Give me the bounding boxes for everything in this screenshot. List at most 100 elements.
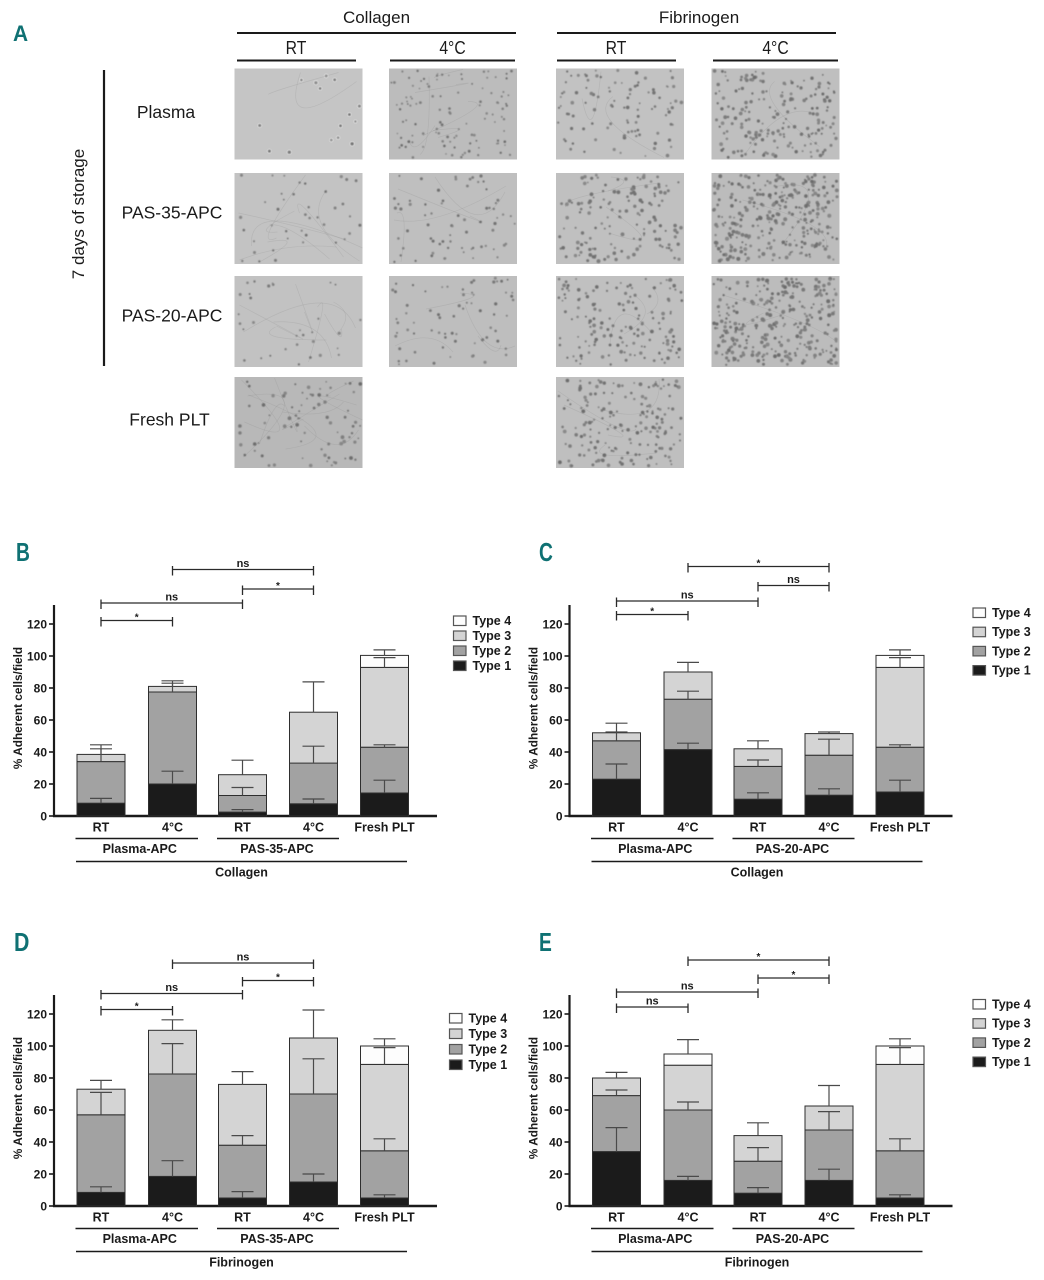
svg-text:Fresh PLT: Fresh PLT (354, 1211, 415, 1225)
svg-text:Fresh PLT: Fresh PLT (870, 1211, 931, 1225)
svg-text:*: * (276, 581, 280, 592)
svg-text:40: 40 (549, 746, 563, 760)
svg-text:*: * (757, 952, 761, 963)
svg-text:A: A (13, 22, 28, 47)
svg-text:RT: RT (93, 1211, 110, 1225)
svg-text:Collagen: Collagen (731, 866, 784, 880)
svg-text:40: 40 (549, 1136, 563, 1150)
svg-text:100: 100 (542, 650, 562, 664)
svg-text:Collagen: Collagen (215, 866, 268, 880)
svg-text:ns: ns (165, 592, 178, 604)
svg-text:0: 0 (40, 1200, 47, 1214)
svg-text:Type 3: Type 3 (992, 625, 1031, 639)
svg-text:4°C: 4°C (162, 821, 183, 835)
svg-text:ns: ns (681, 981, 694, 993)
svg-text:4°C: 4°C (303, 1211, 324, 1225)
svg-text:Type 3: Type 3 (992, 1017, 1031, 1031)
svg-text:60: 60 (549, 1104, 563, 1118)
svg-text:Type 2: Type 2 (992, 644, 1031, 658)
svg-text:*: * (650, 607, 654, 618)
svg-text:Type 1: Type 1 (469, 1058, 508, 1072)
svg-text:100: 100 (27, 650, 47, 664)
svg-text:60: 60 (34, 1104, 48, 1118)
svg-text:RT: RT (234, 1211, 251, 1225)
svg-text:Type 3: Type 3 (469, 1027, 508, 1041)
svg-text:PAS-20-APC: PAS-20-APC (756, 1232, 829, 1246)
svg-text:Fibrinogen: Fibrinogen (725, 1256, 790, 1270)
svg-text:Type 2: Type 2 (469, 1043, 508, 1057)
svg-text:*: * (135, 613, 139, 624)
svg-text:Plasma-APC: Plasma-APC (618, 842, 692, 856)
svg-text:100: 100 (542, 1040, 562, 1054)
svg-text:80: 80 (549, 682, 563, 696)
svg-text:ns: ns (787, 574, 800, 586)
svg-text:RT: RT (750, 821, 767, 835)
svg-text:Fibrinogen: Fibrinogen (659, 8, 739, 27)
svg-text:C: C (539, 537, 553, 567)
svg-text:120: 120 (542, 1008, 562, 1022)
svg-text:20: 20 (549, 1168, 563, 1182)
svg-text:120: 120 (542, 618, 562, 632)
svg-text:Collagen: Collagen (343, 8, 410, 27)
svg-text:Fibrinogen: Fibrinogen (209, 1256, 274, 1270)
svg-text:% Adherent cells/field: % Adherent cells/field (527, 647, 541, 769)
svg-text:PAS-35-APC: PAS-35-APC (240, 842, 313, 856)
svg-text:80: 80 (34, 682, 48, 696)
svg-text:4°C: 4°C (762, 37, 788, 59)
svg-text:*: * (792, 970, 796, 981)
svg-text:PAS-35-APC: PAS-35-APC (122, 203, 223, 223)
svg-text:*: * (135, 1002, 139, 1013)
svg-text:40: 40 (34, 746, 48, 760)
svg-text:100: 100 (27, 1040, 47, 1054)
svg-text:*: * (276, 973, 280, 984)
svg-text:ns: ns (237, 558, 250, 570)
svg-text:PAS-35-APC: PAS-35-APC (240, 1232, 313, 1246)
svg-text:PAS-20-APC: PAS-20-APC (122, 306, 223, 326)
svg-text:Type 4: Type 4 (473, 614, 512, 628)
svg-text:Type 4: Type 4 (992, 606, 1031, 620)
svg-text:% Adherent cells/field: % Adherent cells/field (11, 647, 25, 769)
svg-text:RT: RT (606, 37, 627, 59)
svg-text:60: 60 (34, 714, 48, 728)
svg-text:4°C: 4°C (303, 821, 324, 835)
svg-text:4°C: 4°C (678, 821, 699, 835)
svg-text:Type 2: Type 2 (473, 644, 512, 658)
svg-text:7 days of storage: 7 days of storage (69, 149, 88, 279)
svg-text:80: 80 (34, 1072, 48, 1086)
svg-text:Type 1: Type 1 (473, 659, 512, 673)
svg-text:ns: ns (165, 982, 178, 994)
svg-text:Type 4: Type 4 (469, 1012, 508, 1026)
svg-text:4°C: 4°C (678, 1211, 699, 1225)
svg-text:Type 4: Type 4 (992, 998, 1031, 1012)
svg-text:0: 0 (556, 1200, 563, 1214)
svg-text:RT: RT (608, 821, 625, 835)
svg-text:Plasma-APC: Plasma-APC (618, 1232, 692, 1246)
svg-text:Type 2: Type 2 (992, 1036, 1031, 1050)
svg-text:4°C: 4°C (819, 1211, 840, 1225)
svg-text:RT: RT (608, 1211, 625, 1225)
svg-text:E: E (539, 927, 552, 957)
svg-text:120: 120 (27, 1008, 47, 1022)
svg-text:B: B (16, 537, 30, 567)
svg-text:RT: RT (750, 1211, 767, 1225)
svg-text:4°C: 4°C (162, 1211, 183, 1225)
svg-text:RT: RT (93, 821, 110, 835)
svg-text:0: 0 (556, 810, 563, 824)
svg-text:Plasma-APC: Plasma-APC (103, 1232, 177, 1246)
svg-text:D: D (14, 928, 29, 958)
svg-text:Fresh PLT: Fresh PLT (129, 410, 210, 430)
svg-text:PAS-20-APC: PAS-20-APC (756, 842, 829, 856)
svg-text:Plasma-APC: Plasma-APC (103, 842, 177, 856)
svg-text:4°C: 4°C (439, 37, 465, 59)
svg-text:ns: ns (646, 996, 659, 1008)
svg-text:20: 20 (34, 778, 48, 792)
svg-text:ns: ns (237, 952, 250, 964)
svg-text:Fresh PLT: Fresh PLT (354, 821, 415, 835)
svg-text:Plasma: Plasma (137, 102, 196, 122)
svg-text:Type 1: Type 1 (992, 664, 1031, 678)
svg-text:RT: RT (286, 37, 307, 59)
svg-text:20: 20 (549, 778, 563, 792)
svg-text:4°C: 4°C (819, 821, 840, 835)
svg-text:*: * (757, 559, 761, 570)
svg-text:Type 3: Type 3 (473, 629, 512, 643)
